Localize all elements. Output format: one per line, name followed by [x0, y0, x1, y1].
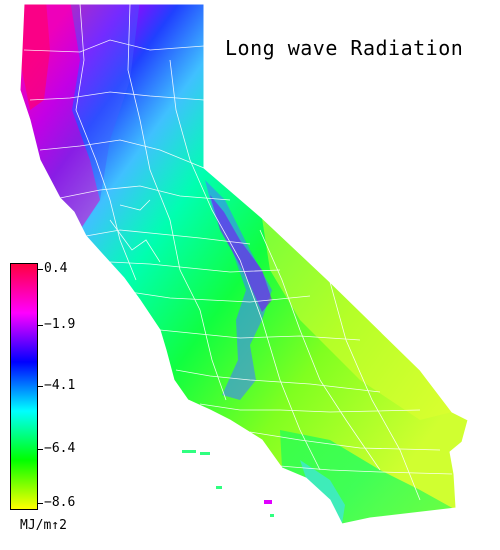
- channel-islands: [182, 450, 274, 517]
- sierra-peak-zone: [210, 195, 272, 312]
- tick-mark: [38, 325, 43, 326]
- legend-tick-label: −6.4: [44, 441, 76, 456]
- legend-units-label: MJ/m↑2: [20, 518, 67, 533]
- south-coast-zone: [280, 430, 456, 524]
- tick-mark: [38, 503, 43, 504]
- legend-tick-label: −1.9: [44, 317, 76, 332]
- map-title: Long wave Radiation: [225, 36, 464, 60]
- tick-mark: [38, 269, 43, 270]
- north-coast-peak-zone: [20, 4, 50, 110]
- state-outline: [19, 3, 469, 525]
- desert-zone: [262, 218, 452, 420]
- legend-tick-label: −4.1: [44, 378, 76, 393]
- county-boundaries: [23, 3, 453, 501]
- legend-tick-label: −8.6: [44, 495, 76, 510]
- tick-mark: [38, 386, 43, 387]
- south-coast-cyan-zone: [300, 460, 345, 524]
- north-interior-zone: [70, 4, 140, 200]
- legend-tick-label: 0.4: [44, 261, 68, 276]
- tick-mark: [38, 449, 43, 450]
- color-scale-bar: [10, 263, 38, 510]
